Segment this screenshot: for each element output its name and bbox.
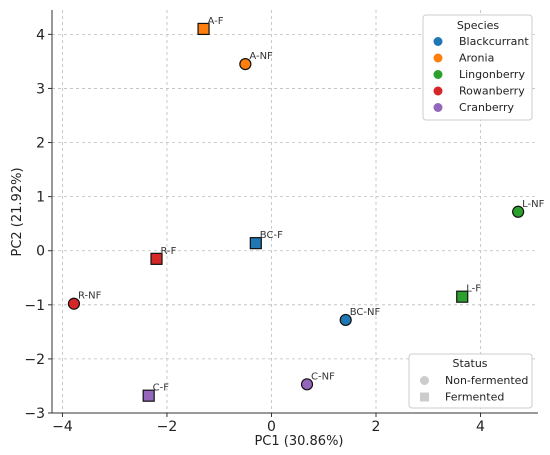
point-label-c-nf: C-NF	[311, 371, 335, 382]
point-label-l-nf: L-NF	[522, 199, 544, 210]
point-label-a-nf: A-NF	[249, 51, 273, 62]
axes	[51, 10, 538, 414]
point-l-f	[456, 290, 469, 303]
y-tick-label: 0	[36, 244, 45, 260]
y-tick-label: 4	[36, 27, 45, 43]
legend-marker-non-fermented	[420, 376, 429, 385]
y-tick-label: −1	[24, 298, 45, 314]
point-bc-nf	[339, 313, 352, 327]
point-bc-f	[249, 237, 262, 250]
x-tick-label: −2	[157, 419, 178, 435]
status-legend-frame	[408, 353, 533, 409]
y-tick-label: 1	[36, 190, 45, 206]
legend-marker-cranberry	[433, 103, 443, 112]
point-label-l-f: L-F	[466, 284, 481, 295]
legend-label-rowanberry: Rowanberry	[459, 85, 525, 98]
legend-label-lingonberry: Lingonberry	[459, 68, 525, 81]
point-a-f	[197, 22, 210, 36]
x-tick-label: −4	[52, 419, 73, 435]
point-r-f	[150, 252, 163, 265]
species-legend-title: Species	[457, 19, 500, 32]
x-tick-label: 2	[372, 419, 381, 435]
species-legend-frame	[422, 14, 533, 121]
legend-marker-blackcurrant	[433, 37, 443, 46]
point-l-nf	[512, 205, 525, 218]
point-a-nf	[239, 57, 252, 71]
y-tick-label: 3	[36, 81, 45, 97]
x-tick-label: 4	[476, 419, 485, 435]
y-tick-label: −3	[24, 406, 45, 422]
point-label-c-f: C-F	[153, 383, 170, 394]
y-axis-label: PC2 (21.92%)	[10, 167, 25, 256]
point-labels: A-F A-NF BC-F BC-NF L-NF L-F R-F R-NF C-F C-NF	[78, 16, 545, 394]
point-label-bc-nf: BC-NF	[350, 307, 381, 318]
legend-label-non-fermented: Non-fermented	[445, 374, 528, 387]
legend-marker-fermented	[420, 392, 429, 402]
point-label-r-f: R-F	[161, 246, 177, 257]
x-axis-label: PC1 (30.86%)	[254, 434, 343, 449]
status-legend: Status Non-fermented Fermented	[408, 353, 533, 409]
legend-label-cranberry: Cranberry	[459, 101, 515, 114]
legend-label-blackcurrant: Blackcurrant	[459, 35, 529, 48]
point-r-nf	[67, 297, 81, 310]
data-points	[67, 22, 525, 402]
y-tick-label: 2	[36, 136, 45, 152]
legend-label-fermented: Fermented	[445, 391, 504, 404]
legend-marker-rowanberry	[433, 86, 443, 96]
point-c-nf	[300, 378, 314, 391]
legend-marker-aronia	[433, 53, 443, 63]
x-tick-label: 0	[267, 419, 276, 435]
point-c-f	[142, 389, 155, 402]
status-legend-title: Status	[452, 357, 487, 370]
point-label-a-f: A-F	[208, 16, 224, 27]
legend-label-aronia: Aronia	[459, 52, 494, 65]
ticks: −4 −2 0 2 4 −3 −2 −1 0 1 2 3 4	[24, 27, 485, 435]
species-legend: Species Blackcurrant Aronia Lingonberry Row…	[422, 14, 533, 121]
y-tick-label: −2	[24, 352, 45, 368]
point-label-bc-f: BC-F	[260, 230, 283, 241]
legend-marker-lingonberry	[433, 70, 443, 79]
point-label-r-nf: R-NF	[78, 291, 102, 302]
